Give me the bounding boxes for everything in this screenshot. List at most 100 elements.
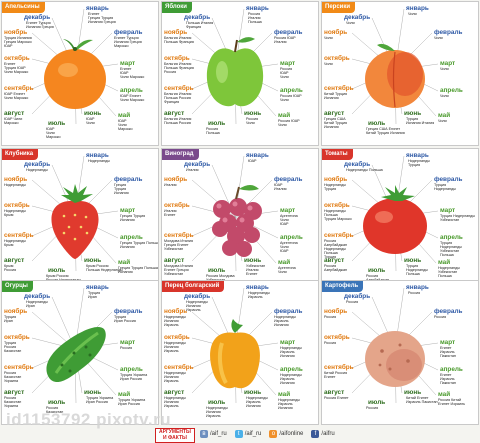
publisher-logo: АРГУМЕНТЫ И ФАКТЫ	[155, 428, 195, 443]
country-list-june: Китай Египет Израиль Пакистан	[406, 396, 438, 405]
month-label-may: май	[278, 259, 291, 266]
month-label-april: апрель	[440, 87, 463, 94]
pepper-illustration	[200, 303, 270, 393]
month-label-april: апрель	[120, 87, 143, 94]
month-label-february: февраль	[434, 29, 463, 36]
country-list-april: Турция Украина Иран Россия	[120, 373, 148, 382]
social-link-facebook[interactable]: f /aifru	[311, 428, 335, 440]
country-list-november: Бельгия Италия Польша Франция	[164, 36, 194, 45]
month-label-october: октябрь	[164, 334, 190, 341]
month-label-march: март	[440, 339, 456, 346]
month-label-september: сентябрь	[4, 364, 34, 371]
month-label-december: декабрь	[184, 14, 211, 21]
country-list-may: ЮАР Чили Марокко	[118, 119, 133, 132]
month-label-april: апрель	[120, 234, 143, 241]
month-label-november: ноябрь	[324, 176, 348, 183]
month-label-september: сентябрь	[324, 85, 354, 92]
social-link-twitter[interactable]: t /aif_ru	[234, 428, 262, 440]
month-label-july: июль	[208, 267, 226, 274]
month-label-december: декабрь	[344, 14, 371, 21]
orange-illustration	[40, 24, 110, 114]
country-list-october: Италия Египет	[164, 209, 177, 218]
country-list-march: Аргентина Чили ЮАР	[280, 214, 298, 227]
panel-orange: Апельсины декабрь Египет Турция Испания Гр…	[1, 1, 159, 146]
month-label-may: май	[438, 259, 451, 266]
country-list-january: Турция Иран	[88, 291, 101, 300]
month-label-june: июнь	[84, 257, 102, 264]
country-list-september: Россия Азербайджан Нидерланды Польша Тур…	[324, 239, 348, 260]
country-list-february: ЮАР Италия	[274, 183, 287, 192]
month-label-june: июнь	[84, 389, 102, 396]
country-list-april: Россия ЮАР Чили	[280, 94, 302, 103]
country-list-january: Нидерланды Турция	[408, 159, 430, 168]
country-list-january: Нидерланды	[88, 159, 110, 163]
country-list-november: Нидерланды	[4, 183, 26, 187]
month-label-january: январь	[86, 284, 109, 291]
month-label-november: ноябрь	[324, 29, 348, 36]
potato-illustration	[360, 303, 430, 393]
country-list-december: Италия	[186, 168, 199, 172]
cucumber-illustration	[40, 303, 110, 393]
country-list-october: Нидерланды Испания Израиль	[164, 341, 186, 354]
country-list-december: Россия	[346, 300, 359, 304]
social-label: /aif_ru	[210, 431, 227, 437]
country-list-october: Турция Россия Казахстан	[4, 341, 22, 354]
country-list-january: Россия	[408, 291, 421, 295]
social-label: /aifru	[321, 431, 335, 437]
month-label-march: март	[280, 207, 296, 214]
country-list-april: Египет Израиль Пакистан	[440, 373, 456, 386]
month-label-july: июль	[48, 267, 66, 274]
month-label-october: октябрь	[164, 55, 190, 62]
month-label-december: декабрь	[344, 293, 371, 300]
country-list-october: Нидерланды Польша Турция Марокко	[324, 209, 352, 222]
panel-pepper: Перец болгарский декабрь Нидерланды Испани…	[161, 280, 319, 425]
country-list-april: Аргентина Чили ЮАР	[280, 241, 298, 254]
panel-peach: Персики декабрь Чили январь Чили ноябрь Чили фе…	[321, 1, 479, 146]
watermark: id1153792 pixotv.ru	[6, 410, 172, 429]
month-label-august: август	[4, 257, 25, 264]
month-label-january: январь	[86, 152, 109, 159]
month-label-july: июль	[48, 399, 66, 406]
month-label-july: июль	[208, 120, 226, 127]
country-list-january: Чили	[408, 12, 417, 16]
month-label-july: июль	[48, 120, 66, 127]
country-list-july: ЮАР Чили Марокко	[46, 127, 61, 140]
month-label-october: октябрь	[324, 55, 350, 62]
month-label-february: февраль	[274, 29, 303, 36]
month-label-february: февраль	[434, 176, 463, 183]
vk-icon: в	[200, 430, 208, 438]
month-label-november: ноябрь	[324, 308, 348, 315]
country-list-june: Крым Россия Польша Нидерланды	[86, 264, 123, 273]
month-label-october: октябрь	[324, 334, 350, 341]
country-list-january: Россия Италия Польша	[248, 12, 262, 25]
country-list-march: Россия	[120, 346, 133, 350]
country-list-august: Россия Азербайджан	[324, 264, 348, 273]
country-list-december: Польша Италия Франция	[186, 21, 214, 30]
country-list-february: Египет Турция Испания Греция Марокко	[114, 36, 142, 49]
country-list-february: Россия	[434, 315, 447, 319]
country-list-december: Чили	[346, 21, 355, 25]
country-list-august: Молдова Италия Египет Греция Узбекистан	[164, 264, 193, 277]
country-list-march: Греция Турция Испания	[120, 214, 146, 223]
month-label-august: август	[324, 389, 345, 396]
country-list-november: Италия	[164, 183, 177, 187]
month-label-april: апрель	[280, 366, 303, 373]
month-label-march: март	[440, 207, 456, 214]
social-label: /aif_ru	[244, 431, 262, 437]
country-list-november: Турция Испания Греция Марокко ЮАР	[4, 36, 32, 49]
social-link-vk[interactable]: в /aif_ru	[200, 428, 227, 440]
month-label-march: март	[280, 60, 296, 67]
country-list-october: Россия	[324, 341, 337, 345]
month-label-march: март	[120, 60, 136, 67]
country-list-november: Нидерланды Турция	[324, 183, 346, 192]
month-label-january: январь	[406, 5, 429, 12]
month-label-october: октябрь	[164, 202, 190, 209]
panel-title: Огурцы	[2, 281, 33, 292]
social-link-odnoklassniki[interactable]: о /aifonline	[269, 428, 303, 440]
month-label-june: июнь	[404, 110, 422, 117]
month-label-january: январь	[246, 5, 269, 12]
country-list-april: Турция Нидерланды Узбекистан Польша	[440, 241, 462, 258]
panel-tomato: Томаты декабрь Нидерланды Польша январь Ниде…	[321, 148, 479, 293]
country-list-august: Греция США Китай Турция Испания	[324, 117, 348, 130]
month-label-august: август	[324, 257, 345, 264]
